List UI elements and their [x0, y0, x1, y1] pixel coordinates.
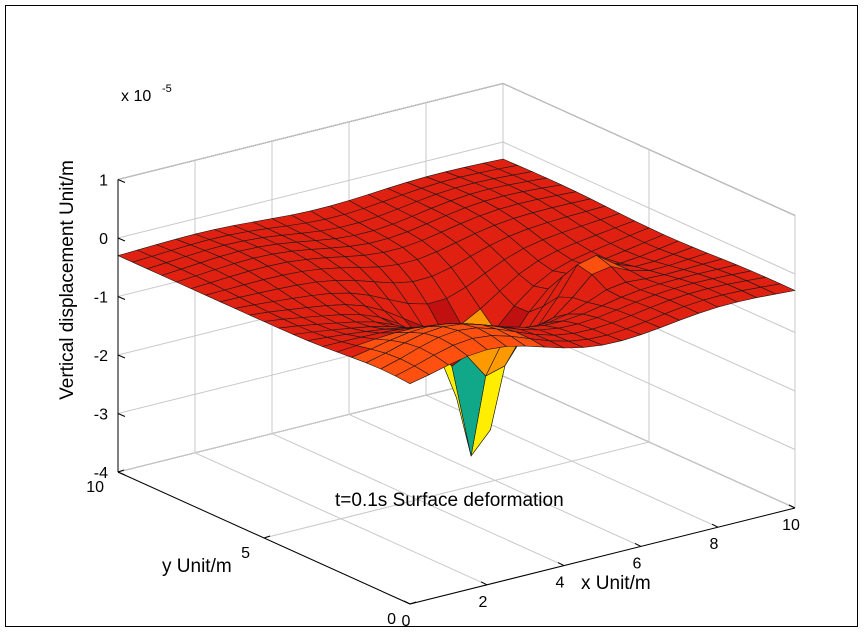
x-tick: [788, 504, 796, 509]
x-tick: [480, 581, 488, 586]
z-exponent-label: x 10: [121, 88, 151, 105]
x-tick: [634, 542, 642, 547]
y-tick-label: 10: [86, 479, 104, 496]
z-tick-label: 1: [99, 173, 108, 190]
z-axis-label: Vertical displacement Unit/m: [57, 160, 78, 400]
x-tick-label: 0: [402, 613, 411, 630]
z-tick-label: 0: [99, 231, 108, 248]
x-tick: [403, 600, 411, 605]
z-tick: [117, 296, 126, 300]
x-tick-label: 4: [556, 575, 565, 592]
x-tick: [557, 562, 565, 567]
y-axis-label: y Unit/m: [162, 556, 232, 577]
z-tick: [117, 354, 126, 359]
x-tick-label: 6: [633, 555, 642, 572]
x-tick-label: 10: [782, 517, 800, 534]
surface-patch: [395, 365, 430, 385]
surface-mesh: [117, 158, 796, 457]
chart-title: t=0.1s Surface deformation: [335, 490, 564, 511]
y-tick-label: 5: [241, 545, 250, 562]
z-tick-label: -2: [94, 348, 108, 365]
y-tick-label: 0: [387, 611, 396, 628]
y-tick: [263, 535, 271, 539]
z-tick: [117, 413, 126, 417]
grid-line-z-back: [117, 141, 504, 239]
grid-line-z-back: [117, 83, 504, 180]
z-tick: [117, 237, 126, 242]
z-tick: [117, 179, 126, 183]
x-axis-line: [409, 507, 796, 605]
z-tick-label: -1: [94, 290, 108, 307]
y-tick: [409, 601, 417, 605]
y-tick: [117, 469, 125, 473]
x-tick-label: 8: [710, 536, 719, 553]
grid-line-y-floor: [117, 375, 504, 473]
x-tick: [711, 523, 719, 528]
tick-marks: [117, 179, 796, 605]
z-tick-label: -3: [94, 407, 108, 424]
z-tick: [117, 471, 126, 476]
x-axis-label: x Unit/m: [581, 573, 651, 594]
grid-line-y-floor: [263, 441, 650, 539]
z-tick-label: -4: [94, 465, 108, 482]
z-exponent-power: -5: [162, 83, 172, 95]
x-tick-label: 2: [479, 594, 488, 611]
